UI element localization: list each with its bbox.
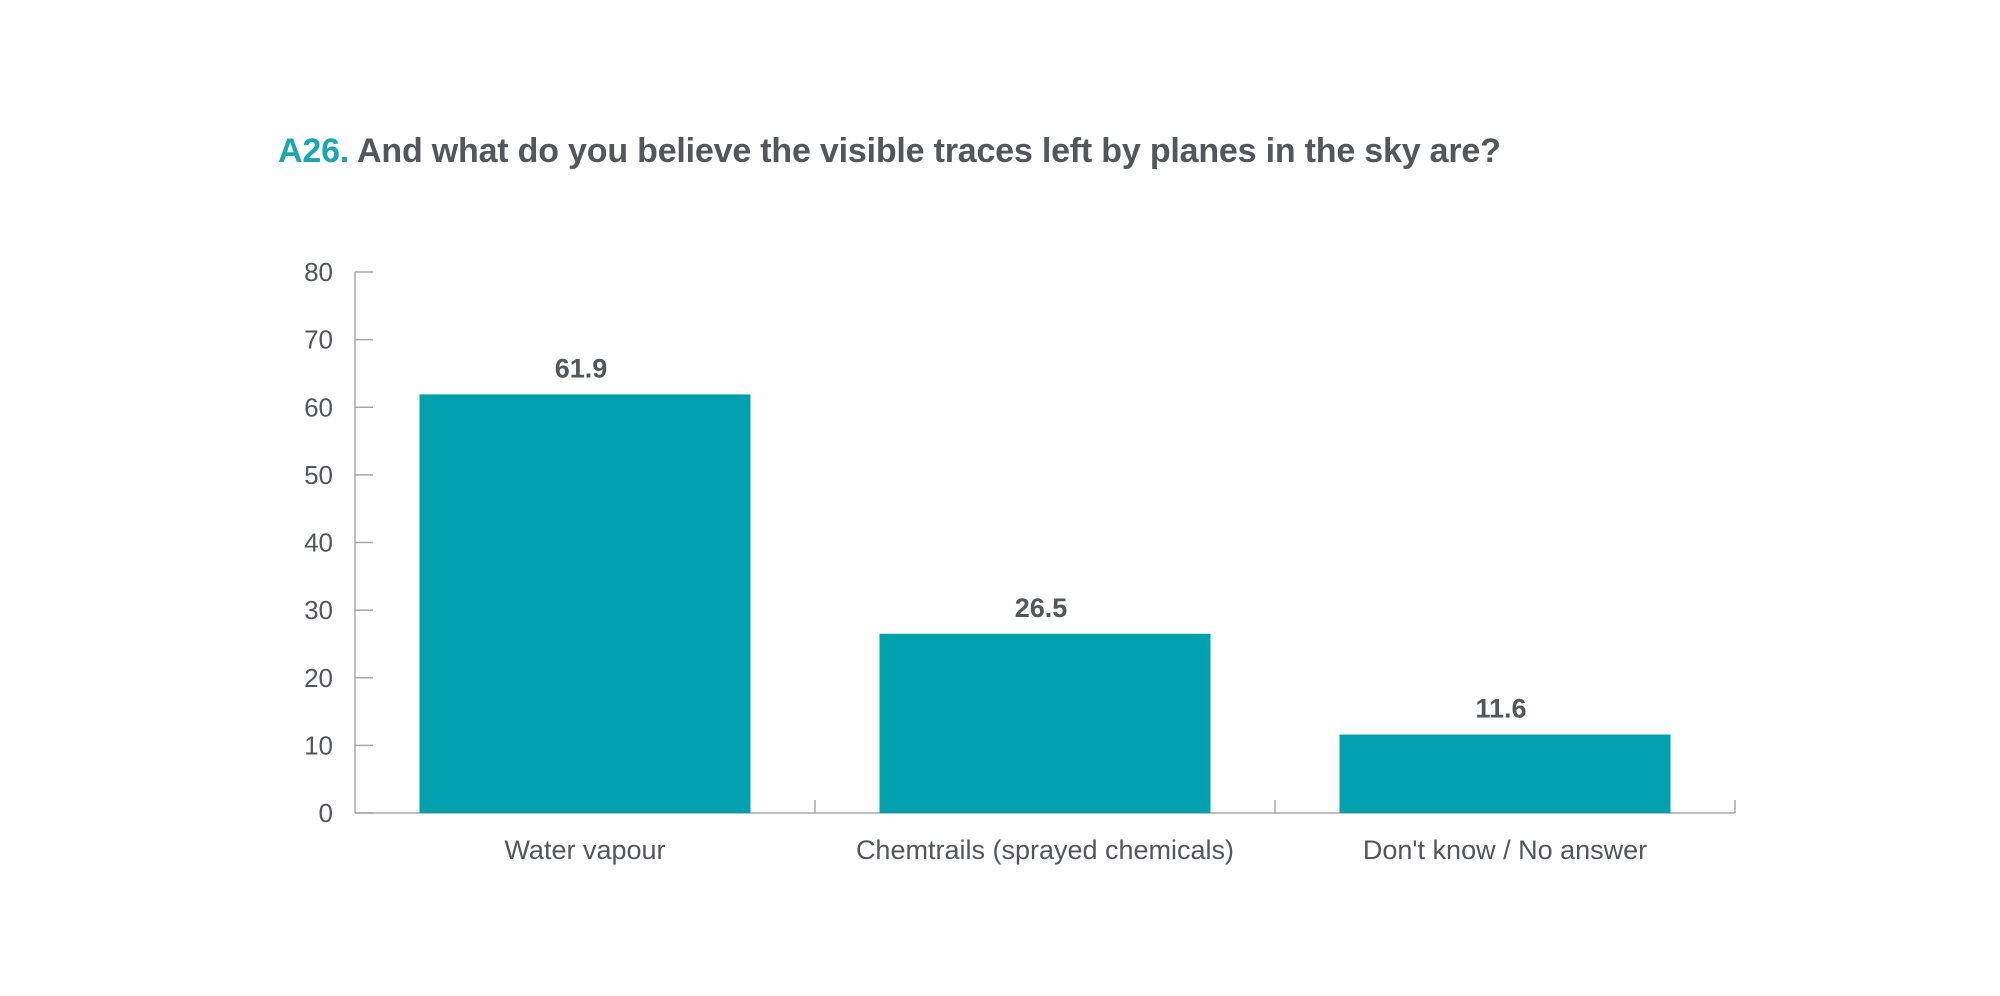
chart-axes: 0 10 20 30 40 50 60 70 80: [304, 257, 1736, 828]
y-tick-label: 0: [319, 798, 333, 828]
question-text: And what do you believe the visible trac…: [357, 132, 1501, 170]
question-code: A26.: [278, 132, 350, 170]
category-label: Water vapour: [504, 835, 665, 865]
y-tick-label: 50: [304, 460, 333, 490]
chart-title: A26. And what do you believe the visible…: [278, 132, 1501, 171]
data-label: 61.9: [555, 353, 608, 383]
y-tick-label: 80: [304, 257, 333, 287]
data-label: 26.5: [1015, 593, 1068, 623]
y-tick-label: 60: [304, 392, 333, 422]
category-label: Don't know / No answer: [1363, 835, 1647, 865]
y-tick-label: 30: [304, 595, 333, 625]
category-label: Chemtrails (sprayed chemicals): [856, 835, 1234, 865]
y-tick-label: 40: [304, 528, 333, 558]
y-tick-label: 70: [304, 325, 333, 355]
y-tick-label: 10: [304, 730, 333, 760]
bar: [879, 633, 1211, 813]
chart-labels: 61.9 Water vapour 26.5 Chemtrails (sprayed …: [504, 353, 1647, 865]
y-tick-label: 20: [304, 663, 333, 693]
bar: [419, 394, 751, 813]
bar: [1339, 734, 1671, 813]
chart-bars: [419, 394, 1671, 813]
data-label: 11.6: [1475, 694, 1526, 724]
